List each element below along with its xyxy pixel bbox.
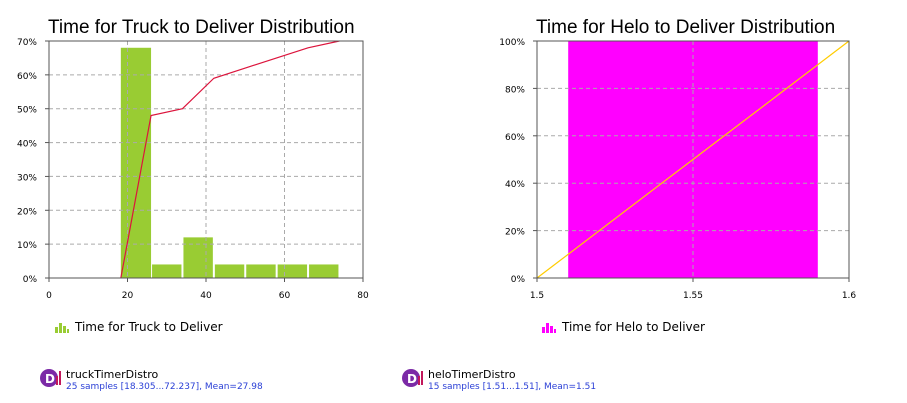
truck-distro-name: truckTimerDistro: [66, 368, 263, 381]
truck-ytick-label: 70%: [17, 38, 37, 48]
truck-bar: [121, 48, 151, 278]
helo-distro-object[interactable]: D heloTimerDistro 15 samples [1.51...1.5…: [402, 368, 596, 393]
helo-xtick-label: 1.5: [530, 291, 544, 301]
helo-distro-name: heloTimerDistro: [428, 368, 596, 381]
helo-legend-label: Time for Helo to Deliver: [562, 320, 705, 334]
helo-xtick-label: 1.6: [842, 291, 857, 301]
truck-cdf-line: [121, 41, 340, 278]
svg-text:D: D: [45, 372, 55, 386]
svg-text:D: D: [407, 372, 417, 386]
helo-ytick-label: 40%: [505, 180, 525, 190]
truck-xtick-label: 20: [122, 291, 134, 301]
distribution-icon: D: [40, 368, 60, 388]
truck-ytick-label: 60%: [17, 72, 37, 82]
truck-ytick-label: 30%: [17, 173, 37, 183]
truck-ytick-label: 50%: [17, 106, 37, 116]
truck-xtick-label: 40: [200, 291, 212, 301]
truck-chart-svg: 0% 10% 20% 30% 40% 50% 60% 70% 0 20 40 60 80: [0, 0, 450, 310]
helo-ytick-label: 80%: [505, 85, 525, 95]
legend-bar-icon: [55, 322, 69, 332]
truck-bar: [309, 264, 338, 278]
truck-ytick-label: 40%: [17, 140, 37, 150]
truck-bar: [215, 264, 244, 278]
helo-ytick-label: 100%: [499, 38, 525, 48]
helo-ytick-label: 0%: [511, 275, 526, 285]
truck-distro-stats: 25 samples [18.305...72.237], Mean=27.98: [66, 381, 263, 393]
truck-xtick-label: 80: [357, 291, 369, 301]
truck-bar: [246, 264, 275, 278]
truck-ytick-label: 20%: [17, 207, 37, 217]
distribution-icon: D: [402, 368, 422, 388]
helo-distro-stats: 15 samples [1.51...1.51], Mean=1.51: [428, 381, 596, 393]
truck-ytick-label: 0%: [23, 275, 38, 285]
truck-bar: [152, 264, 181, 278]
truck-xtick-label: 0: [46, 291, 52, 301]
truck-distro-object[interactable]: D truckTimerDistro 25 samples [18.305...…: [40, 368, 263, 393]
helo-ytick-label: 20%: [505, 228, 525, 238]
truck-xtick-label: 60: [279, 291, 291, 301]
truck-chart-legend: Time for Truck to Deliver: [55, 320, 223, 334]
truck-chart-panel: Time for Truck to Deliver Distribution 0…: [0, 0, 450, 340]
helo-chart-panel: Time for Helo to Deliver Distribution 0%…: [450, 0, 907, 340]
truck-ytick-label: 10%: [17, 241, 37, 251]
truck-bar: [278, 264, 307, 278]
helo-ytick-label: 60%: [505, 133, 525, 143]
truck-bar: [183, 237, 212, 278]
helo-chart-legend: Time for Helo to Deliver: [542, 320, 705, 334]
helo-xtick-label: 1.55: [683, 291, 703, 301]
truck-legend-label: Time for Truck to Deliver: [75, 320, 223, 334]
legend-bar-icon: [542, 322, 556, 332]
helo-chart-svg: 0% 20% 40% 60% 80% 100% 1.5 1.55 1.6: [450, 0, 907, 310]
